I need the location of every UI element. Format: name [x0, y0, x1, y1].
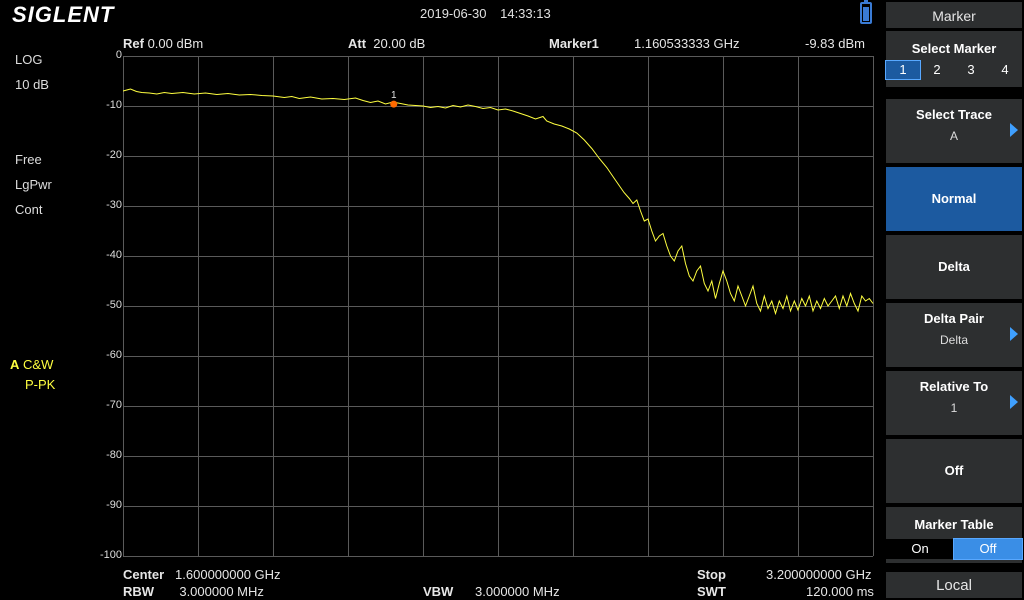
- center-frequency: Center 1.600000000 GHz: [123, 567, 281, 582]
- submenu-arrow-icon: [1010, 327, 1018, 341]
- marker-readout-label: Marker1: [549, 36, 599, 51]
- local-button[interactable]: Local: [886, 572, 1022, 598]
- menu-title: Marker: [886, 2, 1022, 28]
- delta-softkey[interactable]: Delta: [886, 235, 1022, 299]
- relative-to-label: Relative To: [919, 379, 989, 394]
- graticule-grid: [123, 56, 874, 557]
- select-trace-softkey[interactable]: Select Trace A: [886, 99, 1022, 163]
- stop-frequency-value: 3.200000000 GHz: [766, 567, 872, 582]
- y-axis-tick-label: -60: [106, 349, 122, 361]
- y-axis-tick-label: -40: [106, 249, 122, 261]
- date-time: 2019-06-30 14:33:13: [420, 6, 551, 21]
- y-axis-tick-label: 0: [115, 49, 122, 61]
- marker-1: 1: [390, 90, 398, 108]
- attenuation: Att 20.00 dB: [348, 36, 425, 51]
- marker-2-option[interactable]: 2: [933, 62, 941, 77]
- select-trace-value: A: [949, 129, 958, 143]
- ref-value: 0.00 dBm: [147, 36, 204, 51]
- y-axis-tick-label: -10: [106, 99, 122, 111]
- marker-4-option[interactable]: 4: [1001, 62, 1009, 77]
- vbw: VBW 3.000000 MHz: [423, 584, 560, 599]
- delta-pair-label: Delta Pair: [924, 311, 984, 326]
- marker-table-label: Marker Table: [914, 517, 994, 532]
- trace-a: [123, 88, 874, 316]
- trace-detector: P-PK: [25, 377, 56, 392]
- marker-3-option[interactable]: 3: [967, 62, 975, 77]
- y-axis-tick-label: -30: [106, 199, 122, 211]
- select-trace-label: Select Trace: [916, 107, 992, 122]
- att-value: 20.00 dB: [373, 36, 426, 51]
- rbw: RBW 3.000000 MHz: [123, 584, 264, 599]
- trace-status: A C&W: [10, 357, 53, 372]
- y-axis-tick-label: -20: [106, 149, 122, 161]
- ref-label: Ref: [123, 36, 144, 51]
- ref-level: Ref 0.00 dBm: [123, 36, 203, 51]
- marker-1-option[interactable]: 1: [885, 60, 921, 80]
- y-axis-tick-label: -50: [106, 299, 122, 311]
- battery-icon: [860, 0, 872, 24]
- marker-readout-frequency: 1.160533333 GHz: [634, 36, 740, 51]
- y-axis-tick-label: -90: [106, 499, 122, 511]
- select-marker-label: Select Marker: [911, 41, 997, 56]
- average-type: LgPwr: [15, 177, 52, 192]
- att-label: Att: [348, 36, 367, 51]
- relative-to-softkey[interactable]: Relative To 1: [886, 371, 1022, 435]
- normal-softkey[interactable]: Normal: [886, 167, 1022, 231]
- y-axis-tick-label: -70: [106, 399, 122, 411]
- submenu-arrow-icon: [1010, 395, 1018, 409]
- y-axis-tick-label: -80: [106, 449, 122, 461]
- marker-1-point: [390, 100, 398, 108]
- sweep-time-value: 120.000 ms: [806, 584, 874, 599]
- sweep-mode: Cont: [15, 202, 43, 217]
- y-axis-tick-label: -100: [99, 549, 122, 561]
- normal-label: Normal: [931, 191, 977, 206]
- relative-to-value: 1: [950, 401, 958, 415]
- spectrum-display[interactable]: 1: [123, 56, 874, 557]
- trace-mode: C&W: [23, 357, 54, 372]
- sweep-time-label: SWT: [697, 584, 726, 599]
- delta-label: Delta: [938, 259, 970, 274]
- submenu-arrow-icon: [1010, 123, 1018, 137]
- scale-division: 10 dB: [15, 77, 49, 92]
- stop-frequency-label: Stop: [697, 567, 726, 582]
- delta-pair-softkey[interactable]: Delta Pair Delta: [886, 303, 1022, 367]
- marker-table-off[interactable]: Off: [953, 538, 1023, 560]
- off-softkey[interactable]: Off: [886, 439, 1022, 503]
- scale-type: LOG: [15, 52, 43, 67]
- off-label: Off: [944, 463, 964, 478]
- trigger-mode: Free: [15, 152, 42, 167]
- brand-logo: SIGLENT: [12, 2, 115, 27]
- marker-1-number: 1: [391, 90, 397, 101]
- marker-readout-amplitude: -9.83 dBm: [805, 36, 865, 51]
- marker-table-softkey[interactable]: Marker Table On Off: [886, 507, 1023, 563]
- trace-letter: A: [10, 357, 20, 372]
- select-marker-softkey[interactable]: Select Marker 1 2 3 4: [885, 31, 1022, 87]
- delta-pair-value: Delta: [939, 333, 968, 347]
- marker-table-on[interactable]: On: [886, 539, 954, 559]
